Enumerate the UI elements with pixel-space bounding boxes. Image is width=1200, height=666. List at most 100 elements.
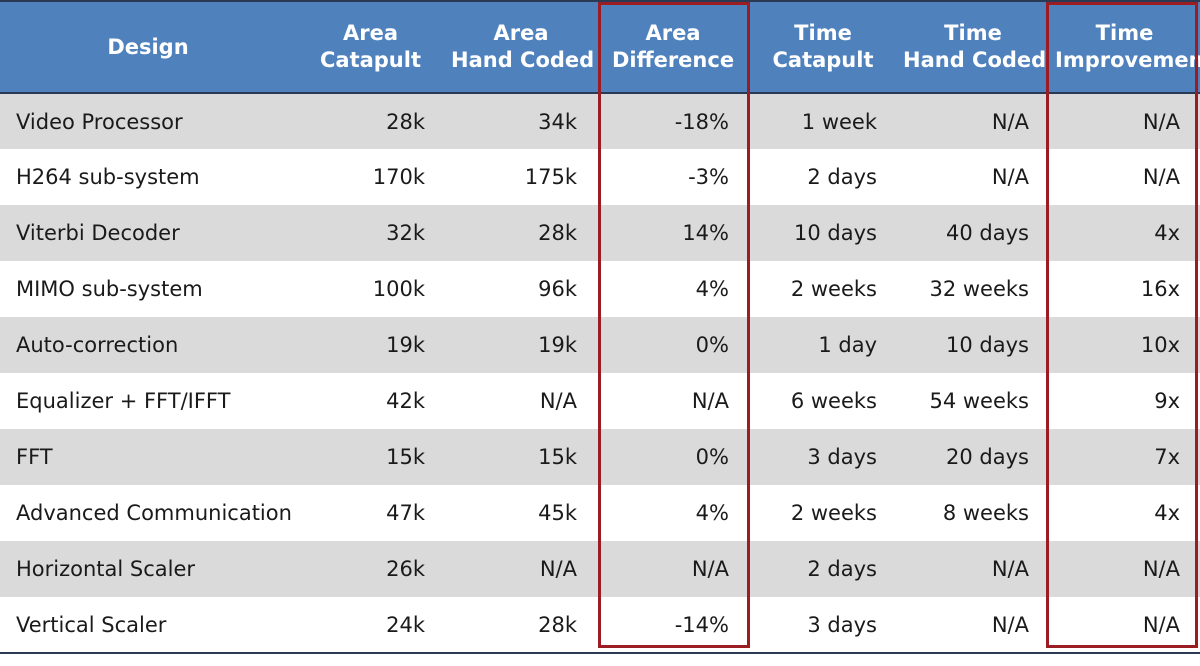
table-cell: 26k xyxy=(296,541,445,597)
table-cell: N/A xyxy=(445,541,597,597)
table-cell: 4x xyxy=(1049,485,1200,541)
table-row: Horizontal Scaler 26k N/A N/A 2 days N/A N/A xyxy=(0,541,1200,597)
table-cell: 28k xyxy=(296,93,445,149)
table-cell: MIMO sub-system xyxy=(0,261,296,317)
column-header: Area Catapult xyxy=(296,0,445,94)
table-cell: -14% xyxy=(597,597,749,654)
table-cell: 2 days xyxy=(749,149,897,205)
table-cell: Advanced Communication xyxy=(0,485,296,541)
column-header-line: Time xyxy=(794,21,852,45)
column-header-line: Design xyxy=(107,34,189,59)
table-cell: 54 weeks xyxy=(897,373,1049,429)
table-cell: 42k xyxy=(296,373,445,429)
column-header: Time Improvement xyxy=(1049,0,1200,94)
table-cell: 8 weeks xyxy=(897,485,1049,541)
table-cell: 1 day xyxy=(749,317,897,373)
table-cell: N/A xyxy=(597,541,749,597)
table-cell: 45k xyxy=(445,485,597,541)
table-row: Viterbi Decoder 32k 28k 14% 10 days 40 days 4x xyxy=(0,205,1200,261)
column-header-line: Hand Coded xyxy=(903,48,1047,72)
column-header-line: Area xyxy=(493,21,549,45)
table-cell: 10x xyxy=(1049,317,1200,373)
table-row: MIMO sub-system 100k 96k 4% 2 weeks 32 weeks 1… xyxy=(0,261,1200,317)
table-cell: 2 days xyxy=(749,541,897,597)
table-cell: 19k xyxy=(296,317,445,373)
table-cell: N/A xyxy=(897,597,1049,654)
table-cell: 6 weeks xyxy=(749,373,897,429)
table-cell: 19k xyxy=(445,317,597,373)
table-row: H264 sub-system 170k 175k -3% 2 days N/A N/A xyxy=(0,149,1200,205)
column-header-line: Hand Coded xyxy=(451,48,595,72)
table-cell: 15k xyxy=(445,429,597,485)
table-cell: N/A xyxy=(1049,93,1200,149)
column-header-line: Area xyxy=(342,21,399,45)
table-cell: 100k xyxy=(296,261,445,317)
table-cell: N/A xyxy=(897,541,1049,597)
table-cell: 28k xyxy=(445,205,597,261)
table-cell: 0% xyxy=(597,429,749,485)
table-row: FFT 15k 15k 0% 3 days 20 days 7x xyxy=(0,429,1200,485)
table-cell: -3% xyxy=(597,149,749,205)
column-header: Design xyxy=(0,0,296,94)
table-cell: N/A xyxy=(445,373,597,429)
table-row: Auto-correction 19k 19k 0% 1 day 10 days 10x xyxy=(0,317,1200,373)
table-cell: 24k xyxy=(296,597,445,654)
column-header-line: Catapult xyxy=(319,48,421,72)
table-cell: 4x xyxy=(1049,205,1200,261)
table-cell: 32 weeks xyxy=(897,261,1049,317)
table-cell: 28k xyxy=(445,597,597,654)
column-header-line: Improvement xyxy=(1055,48,1200,72)
table-cell: Equalizer + FFT/IFFT xyxy=(0,373,296,429)
column-header-line: Area xyxy=(645,21,701,45)
table-cell: 175k xyxy=(445,149,597,205)
table-cell: N/A xyxy=(1049,149,1200,205)
table-cell: Vertical Scaler xyxy=(0,597,296,654)
table-cell: 0% xyxy=(597,317,749,373)
table-cell: 20 days xyxy=(897,429,1049,485)
table-row: Vertical Scaler 24k 28k -14% 3 days N/A N/A xyxy=(0,597,1200,654)
table-cell: 9x xyxy=(1049,373,1200,429)
column-header: Area Difference xyxy=(597,0,749,94)
table-cell: 170k xyxy=(296,149,445,205)
table-cell: 2 weeks xyxy=(749,485,897,541)
table-cell: 2 weeks xyxy=(749,261,897,317)
table-cell: N/A xyxy=(1049,597,1200,654)
table-cell: 4% xyxy=(597,261,749,317)
table-cell: 47k xyxy=(296,485,445,541)
table-cell: 96k xyxy=(445,261,597,317)
table-cell: Horizontal Scaler xyxy=(0,541,296,597)
header-row: Design Area Catapult Area Hand Coded Area Diff… xyxy=(0,0,1200,94)
table-cell: N/A xyxy=(597,373,749,429)
table-cell: 34k xyxy=(445,93,597,149)
table-body: Video Processor 28k 34k -18% 1 week N/A N/A H26… xyxy=(0,93,1200,654)
table-cell: N/A xyxy=(1049,541,1200,597)
table-cell: Viterbi Decoder xyxy=(0,205,296,261)
table-cell: -18% xyxy=(597,93,749,149)
table-cell: H264 sub-system xyxy=(0,149,296,205)
table-cell: 15k xyxy=(296,429,445,485)
table-cell: N/A xyxy=(897,149,1049,205)
table-cell: 3 days xyxy=(749,429,897,485)
table-row: Video Processor 28k 34k -18% 1 week N/A N/A xyxy=(0,93,1200,149)
table-cell: 4% xyxy=(597,485,749,541)
column-header-line: Time xyxy=(944,21,1002,45)
column-header-line: Catapult xyxy=(772,48,874,72)
table-cell: N/A xyxy=(897,93,1049,149)
table-cell: FFT xyxy=(0,429,296,485)
table-cell: Auto-correction xyxy=(0,317,296,373)
column-header: Area Hand Coded xyxy=(445,0,597,94)
table-cell: 40 days xyxy=(897,205,1049,261)
column-header: Time Catapult xyxy=(749,0,897,94)
table-cell: 10 days xyxy=(897,317,1049,373)
table-cell: 14% xyxy=(597,205,749,261)
column-header-line: Time xyxy=(1095,21,1154,45)
table-row: Equalizer + FFT/IFFT 42k N/A N/A 6 weeks 54 w… xyxy=(0,373,1200,429)
table-cell: 7x xyxy=(1049,429,1200,485)
column-header: Time Hand Coded xyxy=(897,0,1049,94)
table-cell: 10 days xyxy=(749,205,897,261)
table-cell: 16x xyxy=(1049,261,1200,317)
table-cell: 3 days xyxy=(749,597,897,654)
table-cell: 32k xyxy=(296,205,445,261)
column-header-line: Difference xyxy=(611,48,735,72)
